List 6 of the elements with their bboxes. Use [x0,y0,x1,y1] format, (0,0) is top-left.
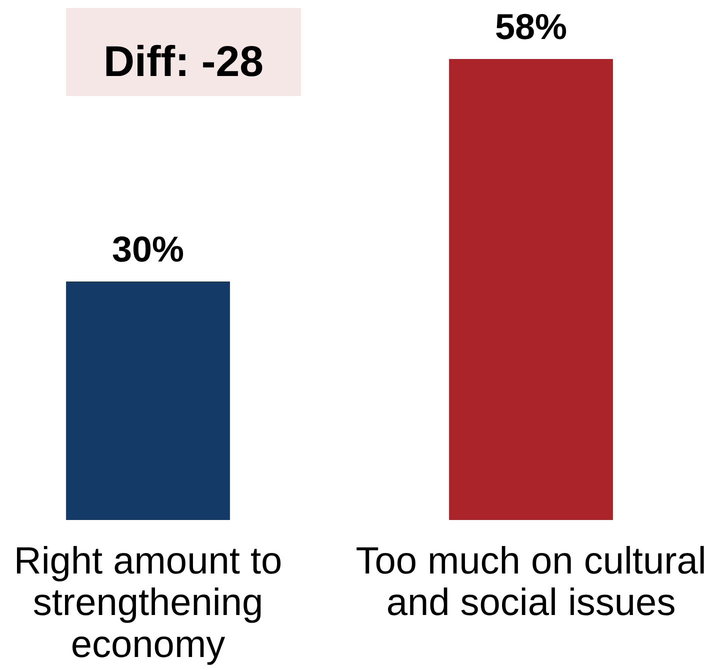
data-label: 58% [494,6,568,47]
annotation: Diff: -28 [103,38,264,86]
x-tick-label: Right amount to strengthening economy [14,540,282,666]
x-tick-label: Too much on cultural and social issues [356,540,706,624]
data-label: 30% [112,228,184,270]
note-panel: Diff: -28 [66,8,301,96]
